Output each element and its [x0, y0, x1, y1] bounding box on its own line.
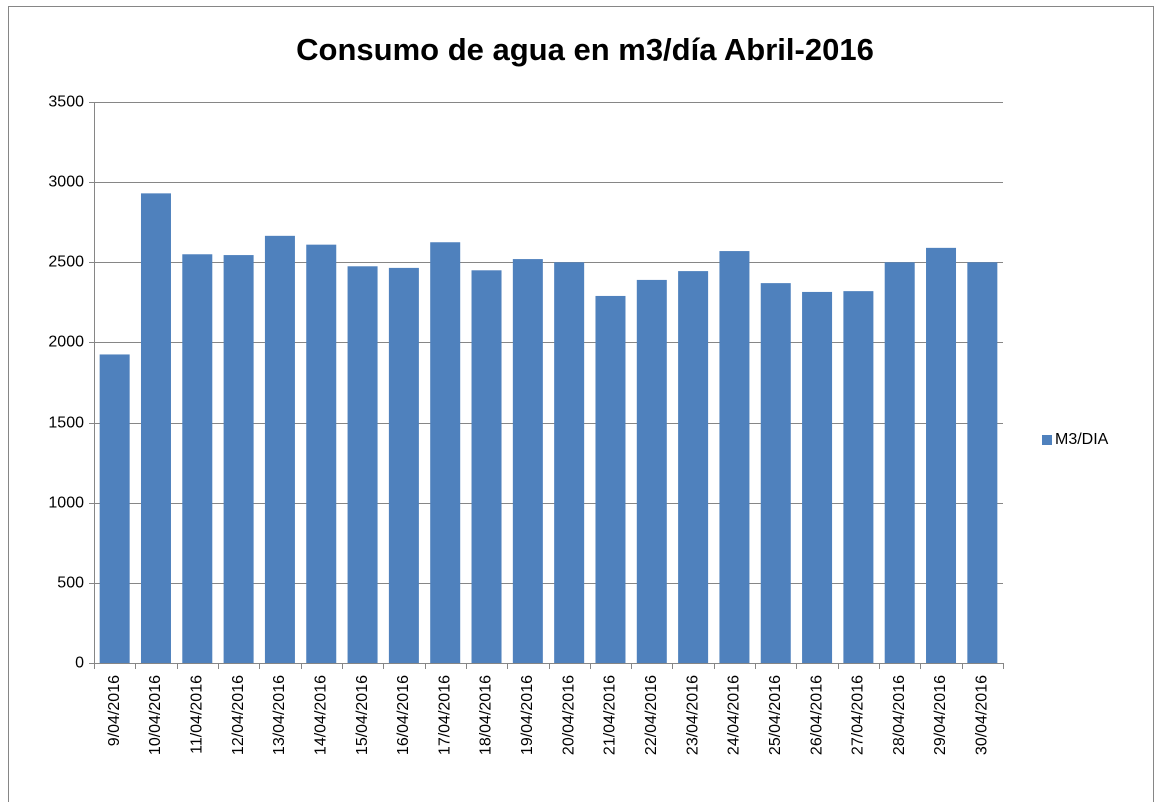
bar	[760, 283, 791, 663]
bar	[140, 193, 171, 663]
bar	[884, 262, 915, 663]
x-tick-label: 21/04/2016	[602, 675, 619, 755]
bar	[306, 244, 337, 663]
x-tick-label: 24/04/2016	[726, 675, 743, 755]
x-tick-label: 19/04/2016	[519, 675, 536, 755]
x-tick-label: 30/04/2016	[974, 675, 991, 755]
y-tick-label: 3000	[48, 174, 84, 191]
x-tick-label: 26/04/2016	[808, 675, 825, 755]
bar	[595, 295, 626, 663]
legend-label: M3/DIA	[1055, 431, 1109, 448]
x-tick-label: 12/04/2016	[230, 675, 247, 755]
bar	[182, 254, 213, 663]
bar	[678, 271, 709, 663]
y-tick-label: 2000	[48, 334, 84, 351]
bar	[843, 291, 874, 663]
y-tick-label: 500	[57, 575, 84, 592]
x-tick-label: 15/04/2016	[354, 675, 371, 755]
bar	[926, 247, 957, 664]
y-tick-label: 2500	[48, 254, 84, 271]
bar	[719, 251, 750, 663]
bar	[636, 279, 667, 663]
bar	[264, 235, 295, 664]
legend-swatch	[1042, 435, 1052, 445]
x-tick-label: 27/04/2016	[850, 675, 867, 755]
x-tick-label: 28/04/2016	[891, 675, 908, 755]
y-tick-label: 3500	[48, 94, 84, 111]
bar	[430, 242, 461, 663]
bar	[512, 259, 543, 663]
x-tick-label: 10/04/2016	[147, 675, 164, 755]
x-tick-label: 17/04/2016	[436, 675, 453, 755]
bar	[471, 270, 502, 663]
bar	[99, 354, 130, 663]
x-tick-label: 25/04/2016	[767, 675, 784, 755]
x-tick-label: 14/04/2016	[312, 675, 329, 755]
bar	[347, 266, 378, 663]
bar	[802, 291, 833, 663]
chart-title: Consumo de agua en m3/día Abril-2016	[296, 32, 874, 67]
y-tick-label: 1500	[48, 415, 84, 432]
x-tick-label: 29/04/2016	[932, 675, 949, 755]
x-tick-label: 9/04/2016	[106, 675, 123, 746]
x-tick-label: 18/04/2016	[478, 675, 495, 755]
x-tick-label: 22/04/2016	[643, 675, 660, 755]
bar	[554, 262, 585, 663]
bar	[388, 267, 419, 663]
x-tick-label: 23/04/2016	[684, 675, 701, 755]
bar	[223, 255, 254, 663]
x-tick-label: 11/04/2016	[189, 675, 206, 754]
x-tick-label: 16/04/2016	[395, 675, 412, 755]
y-tick-label: 1000	[48, 495, 84, 512]
y-tick-label: 0	[75, 655, 84, 672]
x-tick-label: 13/04/2016	[271, 675, 288, 755]
x-tick-label: 20/04/2016	[560, 675, 577, 755]
bar	[967, 262, 998, 663]
